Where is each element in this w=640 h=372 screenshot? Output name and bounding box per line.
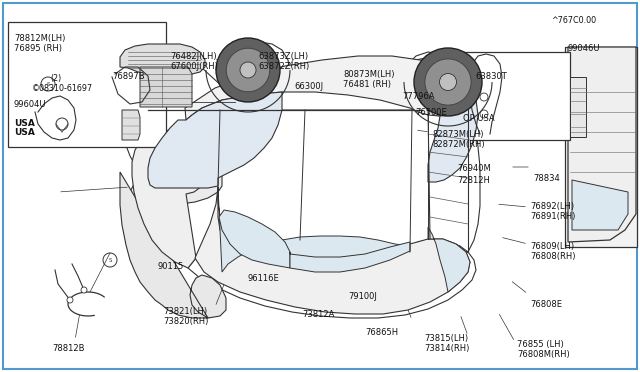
Text: 76895 (RH): 76895 (RH) xyxy=(14,44,62,53)
Text: 73821(LH): 73821(LH) xyxy=(163,307,207,316)
Text: 73815(LH): 73815(LH) xyxy=(424,334,468,343)
Text: 73820(RH): 73820(RH) xyxy=(163,317,209,326)
Text: 82873M(LH): 82873M(LH) xyxy=(432,130,483,139)
Polygon shape xyxy=(122,110,140,140)
Text: USA: USA xyxy=(14,119,35,128)
Text: 67600J(RH): 67600J(RH) xyxy=(170,62,218,71)
Polygon shape xyxy=(120,44,205,74)
Text: 76891(RH): 76891(RH) xyxy=(530,212,575,221)
Text: (2): (2) xyxy=(50,74,61,83)
Circle shape xyxy=(414,48,482,116)
Text: 63873Z(LH): 63873Z(LH) xyxy=(258,52,308,61)
Text: 77796A: 77796A xyxy=(402,92,435,101)
Polygon shape xyxy=(185,56,480,120)
Text: 80873M(LH): 80873M(LH) xyxy=(343,70,394,79)
Text: 76865H: 76865H xyxy=(365,328,398,337)
Circle shape xyxy=(81,287,87,293)
Text: 76808E: 76808E xyxy=(530,300,562,309)
Text: 79100J: 79100J xyxy=(348,292,377,301)
Text: 72812H: 72812H xyxy=(457,176,490,185)
Polygon shape xyxy=(195,187,470,314)
Text: 73814(RH): 73814(RH) xyxy=(424,344,469,353)
Text: 78812M(LH): 78812M(LH) xyxy=(14,34,65,43)
Polygon shape xyxy=(570,77,586,137)
Text: 90115: 90115 xyxy=(158,262,184,271)
Text: 76940M: 76940M xyxy=(457,164,491,173)
Polygon shape xyxy=(428,227,470,292)
Polygon shape xyxy=(568,47,636,242)
Text: ^767C0.00: ^767C0.00 xyxy=(551,16,596,25)
Polygon shape xyxy=(428,100,478,182)
Text: 76808(RH): 76808(RH) xyxy=(530,252,575,261)
Text: 76808M(RH): 76808M(RH) xyxy=(517,350,570,359)
Circle shape xyxy=(227,48,270,92)
Text: S: S xyxy=(108,257,112,263)
Text: 99046U: 99046U xyxy=(568,44,600,53)
Polygon shape xyxy=(118,42,480,318)
Text: 82872M(RH): 82872M(RH) xyxy=(432,140,484,149)
Text: 76855 (LH): 76855 (LH) xyxy=(517,340,564,349)
Text: 76500E: 76500E xyxy=(415,108,447,117)
Circle shape xyxy=(440,74,456,90)
Text: USA: USA xyxy=(14,128,35,137)
Bar xyxy=(8,22,166,147)
Text: 99604U: 99604U xyxy=(14,100,47,109)
Text: 76482J(LH): 76482J(LH) xyxy=(170,52,216,61)
Text: 63830T: 63830T xyxy=(475,72,507,81)
Text: 63872Z(RH): 63872Z(RH) xyxy=(258,62,309,71)
Bar xyxy=(460,52,570,140)
Text: 66300J: 66300J xyxy=(294,82,323,91)
Circle shape xyxy=(67,297,73,303)
Polygon shape xyxy=(218,187,410,272)
Bar xyxy=(565,47,637,247)
Text: 76897B: 76897B xyxy=(112,72,145,81)
Polygon shape xyxy=(128,160,222,218)
Text: 76481 (RH): 76481 (RH) xyxy=(343,80,391,89)
Text: 76809(LH): 76809(LH) xyxy=(530,242,574,251)
Polygon shape xyxy=(219,210,290,268)
Text: 76892(LH): 76892(LH) xyxy=(530,202,574,211)
Polygon shape xyxy=(120,172,226,318)
Text: ©08310-61697: ©08310-61697 xyxy=(32,84,93,93)
Text: 78812B: 78812B xyxy=(52,344,84,353)
Circle shape xyxy=(216,38,280,102)
Polygon shape xyxy=(140,67,192,107)
Text: OP USA: OP USA xyxy=(463,114,495,123)
Polygon shape xyxy=(132,130,210,268)
Circle shape xyxy=(425,59,471,105)
Polygon shape xyxy=(290,242,410,272)
Text: 73812A: 73812A xyxy=(302,310,334,319)
Text: 96116E: 96116E xyxy=(248,274,280,283)
Text: S: S xyxy=(46,81,50,87)
Polygon shape xyxy=(572,180,628,230)
Polygon shape xyxy=(148,92,282,188)
Circle shape xyxy=(240,62,256,78)
Text: 78834: 78834 xyxy=(533,174,560,183)
